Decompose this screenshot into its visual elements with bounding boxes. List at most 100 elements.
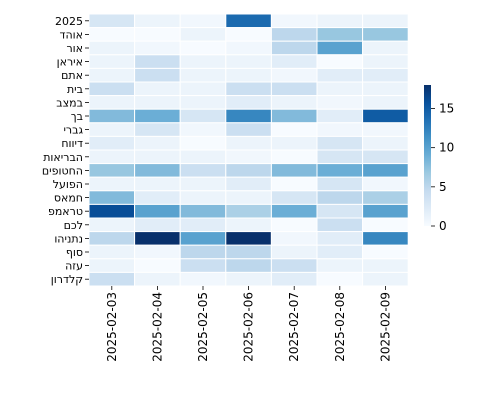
- heatmap-cell: [225, 176, 272, 192]
- heatmap-cell: [270, 217, 318, 233]
- y-tick-label: עזה: [65, 260, 83, 273]
- heatmap-cell: [362, 149, 409, 165]
- heatmap-cell: [316, 231, 364, 246]
- heatmap-cell: [362, 231, 409, 246]
- heatmap-cell: [88, 54, 136, 69]
- heatmap-cell: [362, 54, 409, 69]
- heatmap-cell: [270, 149, 318, 165]
- heatmap-cell: [225, 149, 272, 165]
- heatmap-cell: [179, 231, 227, 246]
- heatmap-cell: [316, 95, 364, 110]
- x-tick-label: 2025-02-07: [287, 292, 301, 362]
- heatmap-cell: [362, 108, 409, 124]
- heatmap-cell: [270, 27, 318, 42]
- heatmap-cell: [225, 95, 272, 110]
- heatmap-cell: [134, 13, 181, 29]
- heatmap-cell: [316, 108, 364, 124]
- heatmap-cell: [316, 217, 364, 233]
- heatmap-cell: [134, 258, 181, 273]
- y-tick-label: בך: [71, 110, 83, 123]
- heatmap-cell: [88, 217, 136, 233]
- y-tick-label: קלדרון: [51, 273, 83, 286]
- heatmap-cell: [179, 54, 227, 69]
- heatmap-cell: [179, 40, 227, 56]
- heatmap-cell: [134, 149, 181, 165]
- x-tick-label: 2025-02-04: [150, 292, 164, 362]
- heatmap-cell: [179, 81, 227, 97]
- heatmap-cell: [362, 271, 409, 287]
- y-tick-label: במצב: [56, 96, 83, 109]
- heatmap-cell: [225, 231, 272, 246]
- heatmap-cell: [316, 163, 364, 178]
- heatmap-cell: [179, 149, 227, 165]
- heatmap-cell: [316, 135, 364, 151]
- heatmap-cell: [316, 67, 364, 83]
- heatmap-cell: [179, 67, 227, 83]
- heatmap-cell: [270, 271, 318, 287]
- y-tick-label: הפועל: [53, 178, 83, 191]
- heatmap-cell: [88, 244, 136, 260]
- heatmap-cell: [134, 81, 181, 97]
- heatmap-cell: [179, 135, 227, 151]
- heatmap-cell: [316, 190, 364, 205]
- heatmap-cell: [270, 54, 318, 69]
- y-tick-label: אור: [66, 42, 83, 55]
- heatmap-cell: [225, 271, 272, 287]
- heatmap-cell: [362, 217, 409, 233]
- colorbar-tick-label: 10: [439, 141, 454, 155]
- heatmap-cell: [179, 176, 227, 192]
- x-tick-label: 2025-02-09: [378, 292, 392, 362]
- heatmap-cell: [316, 122, 364, 137]
- heatmap-cell: [316, 13, 364, 29]
- heatmap-cell: [362, 81, 409, 97]
- heatmap-cell: [134, 176, 181, 192]
- heatmap-cell: [225, 203, 272, 219]
- heatmap-cell: [225, 122, 272, 137]
- heatmap-cell: [316, 176, 364, 192]
- y-tick-label: 2025: [55, 15, 83, 28]
- y-tick-label: טראמפ: [48, 205, 83, 218]
- heatmap-cell: [316, 244, 364, 260]
- heatmap-cell: [225, 40, 272, 56]
- heatmap-cell: [88, 13, 136, 29]
- heatmap-cell: [316, 54, 364, 69]
- heatmap-cell: [270, 176, 318, 192]
- heatmap-cell: [270, 108, 318, 124]
- heatmap-cell: [134, 163, 181, 178]
- x-tick-label: 2025-02-08: [333, 292, 347, 362]
- heatmap-cell: [270, 190, 318, 205]
- x-tick-label: 2025-02-06: [242, 292, 256, 362]
- y-tick-label: החטופים: [42, 164, 83, 177]
- heatmap-cell: [270, 67, 318, 83]
- heatmap-cell: [225, 67, 272, 83]
- heatmap-cell: [316, 258, 364, 273]
- heatmap-cell: [362, 13, 409, 29]
- heatmap-cell: [88, 122, 136, 137]
- heatmap-cell: [316, 40, 364, 56]
- heatmap-cell: [362, 67, 409, 83]
- heatmap-cell: [88, 258, 136, 273]
- heatmap-cell: [134, 190, 181, 205]
- heatmap-cell: [270, 13, 318, 29]
- heatmap-cell: [134, 40, 181, 56]
- heatmap-cell: [88, 271, 136, 287]
- heatmap-cell: [134, 135, 181, 151]
- heatmap-cell: [88, 231, 136, 246]
- heatmap-cell: [88, 81, 136, 97]
- heatmap-cell: [225, 13, 272, 29]
- heatmap-cell: [179, 27, 227, 42]
- heatmap-cell: [270, 40, 318, 56]
- heatmap-cell: [362, 163, 409, 178]
- y-tick-label: חמאס: [54, 192, 83, 205]
- heatmap-cell: [270, 122, 318, 137]
- y-tick-label: גברי: [63, 124, 83, 137]
- heatmap-cell: [362, 95, 409, 110]
- y-tick-label: דיווח: [61, 137, 83, 150]
- heatmap-cell: [225, 190, 272, 205]
- heatmap-cell: [362, 122, 409, 137]
- colorbar-gradient: [424, 85, 431, 226]
- heatmap-cell: [134, 203, 181, 219]
- heatmap-cell: [225, 54, 272, 69]
- heatmap-cell: [88, 27, 136, 42]
